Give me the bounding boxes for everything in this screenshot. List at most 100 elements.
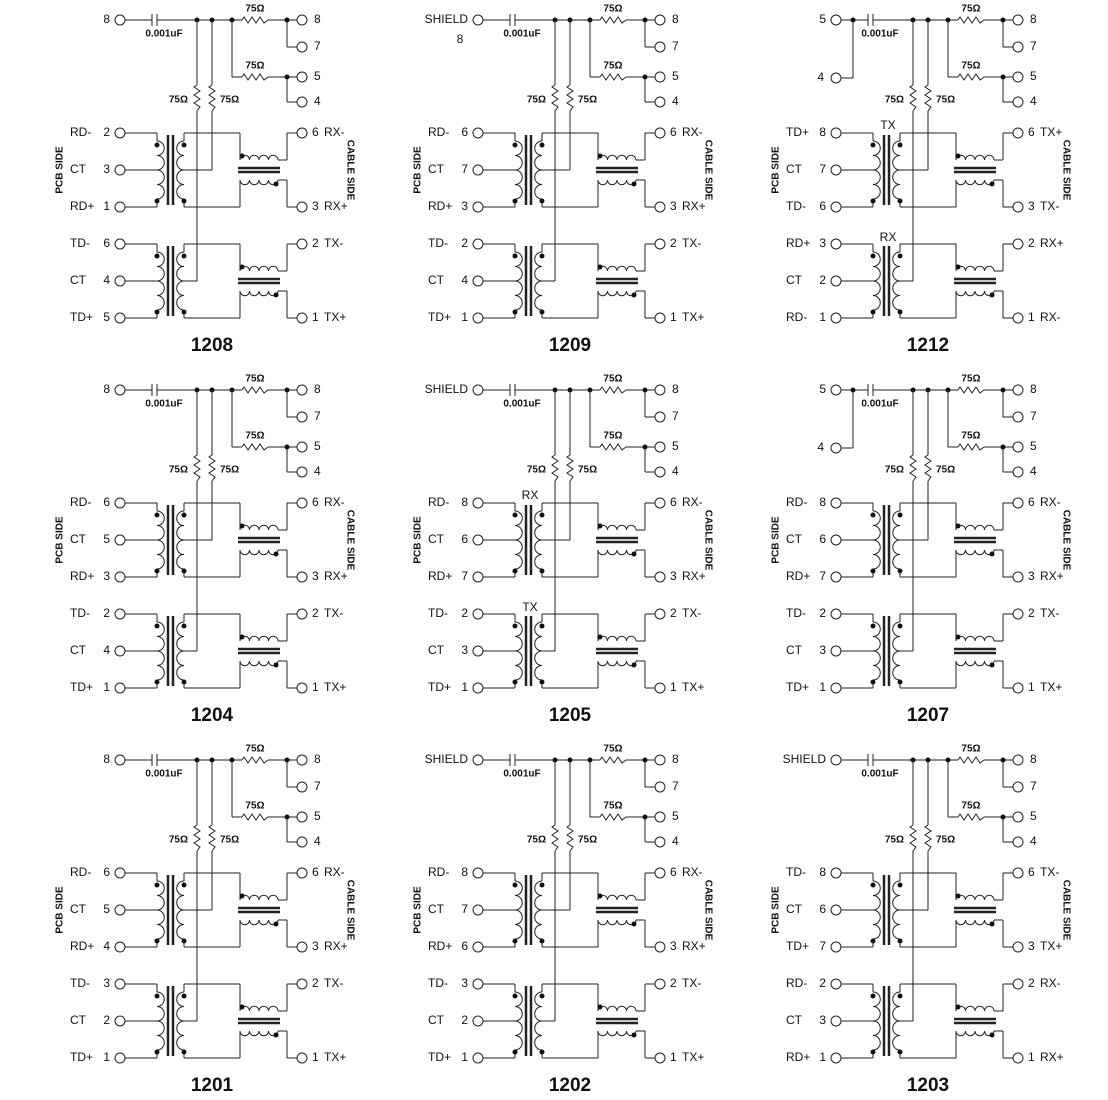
pin-number: 2 [312, 236, 319, 250]
pin-name: CT [428, 162, 445, 176]
pin-number: 1 [103, 680, 110, 694]
pin-name: CT [428, 1013, 445, 1027]
top-pin: 7 [314, 39, 321, 53]
side-label: CABLE SIDE [702, 510, 713, 571]
pin-name: RD- [70, 495, 91, 509]
pin [1012, 96, 1024, 108]
pin [1012, 127, 1024, 139]
coil [239, 635, 279, 642]
pin-name: CT [786, 1013, 803, 1027]
pin [1012, 71, 1024, 83]
pin-name: RX- [682, 125, 703, 139]
junction [239, 1004, 245, 1010]
pin [472, 238, 484, 250]
junction [239, 634, 245, 640]
coil [597, 154, 637, 161]
pin [1012, 836, 1024, 848]
circuit-panel: SHIELD 0.001uF 75Ω 75Ω 8 7 5 4 75Ω 75Ω RD- 8 CT 7 RD+ 6… [413, 744, 714, 1096]
pin-name: TD- [428, 236, 448, 250]
junction [597, 153, 603, 159]
coil [239, 524, 279, 531]
top-pin: 8 [314, 752, 321, 766]
coil [534, 140, 543, 200]
resistor [241, 756, 269, 764]
cap-label: 0.001uF [503, 399, 540, 410]
pin [472, 867, 484, 879]
resistor [566, 454, 574, 482]
pin [296, 238, 308, 250]
junction [512, 142, 518, 148]
side-label: PCB SIDE [771, 146, 782, 194]
top-pin: 7 [314, 779, 321, 793]
pin [1012, 441, 1024, 453]
junction [897, 253, 903, 259]
coil [534, 621, 543, 681]
pin [1012, 312, 1024, 324]
resistor [599, 813, 627, 821]
resistor-label: 75Ω [603, 61, 622, 72]
pin-number: 6 [1028, 125, 1035, 139]
pin [654, 201, 666, 213]
pin [296, 384, 308, 396]
pin-number: 7 [819, 569, 826, 583]
pin [654, 836, 666, 848]
pin [654, 238, 666, 250]
pin-name: TD+ [428, 310, 451, 324]
top-pin: 8 [672, 382, 679, 396]
junction [955, 264, 961, 270]
resistor [957, 386, 985, 394]
pin-name: RD+ [786, 1050, 810, 1064]
coil [514, 251, 523, 311]
pin [830, 275, 842, 287]
coil [176, 991, 185, 1051]
junction [154, 679, 160, 685]
junction [989, 181, 995, 187]
pin-name: CT [70, 162, 87, 176]
top-pin: 5 [1030, 439, 1037, 453]
junction [539, 1049, 545, 1055]
pin [114, 14, 126, 26]
pin [472, 682, 484, 694]
coil [176, 880, 185, 940]
winding-tag: RX [880, 230, 897, 244]
coil [156, 991, 165, 1051]
pin-number: 1 [312, 310, 319, 324]
pin-number: 6 [670, 865, 677, 879]
pin-name: TX+ [1040, 125, 1062, 139]
coil [955, 919, 995, 926]
resistor-label: 75Ω [936, 95, 955, 106]
junction [512, 623, 518, 629]
pin [1012, 608, 1024, 620]
coil [892, 991, 901, 1051]
pin-name: RX+ [1040, 236, 1064, 250]
coil [239, 1030, 279, 1037]
coil [872, 880, 881, 940]
resistor [193, 454, 201, 482]
top-pin: 7 [1030, 39, 1037, 53]
pin-number: 2 [670, 976, 677, 990]
top-pin: 4 [314, 834, 321, 848]
pin [1012, 411, 1024, 423]
pin [1012, 941, 1024, 953]
coil [534, 251, 543, 311]
junction [539, 993, 545, 999]
junction [870, 679, 876, 685]
resistor-label: 75Ω [245, 801, 264, 812]
extra-pin: 4 [817, 70, 824, 84]
resistor-label: 75Ω [885, 835, 904, 846]
junction [642, 444, 648, 450]
cap-label: 0.001uF [145, 29, 182, 40]
pin-number: 1 [312, 680, 319, 694]
junction [239, 153, 245, 159]
resistor-label: 75Ω [527, 95, 546, 106]
coil [955, 265, 995, 272]
top-pin: 4 [1030, 834, 1037, 848]
junction [642, 74, 648, 80]
pin-number: 1 [103, 1050, 110, 1064]
junction [850, 387, 856, 393]
pin-number: 2 [461, 1013, 468, 1027]
pin-name: RD- [428, 495, 449, 509]
pin [296, 96, 308, 108]
pin [830, 312, 842, 324]
pin [830, 645, 842, 657]
